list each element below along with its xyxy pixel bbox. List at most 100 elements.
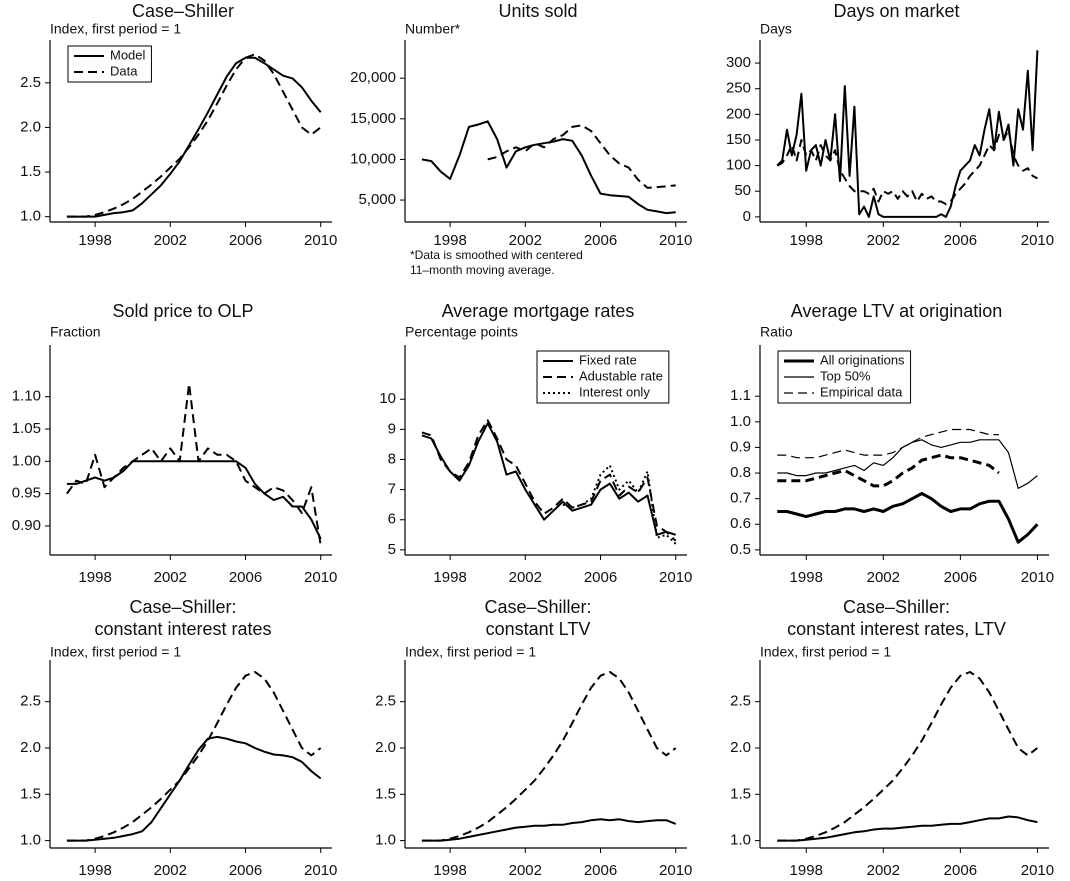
chart-title: Units sold bbox=[498, 1, 577, 21]
x-tick-label: 1998 bbox=[790, 232, 823, 249]
series-line bbox=[421, 818, 677, 842]
y-tick-label: 1.00 bbox=[12, 452, 41, 469]
x-tick-label: 2006 bbox=[229, 569, 262, 586]
x-tick-label: 2010 bbox=[1021, 569, 1054, 586]
x-tick-label: 2002 bbox=[509, 232, 542, 249]
y-tick-label: 1.5 bbox=[20, 163, 41, 180]
series-line bbox=[421, 422, 677, 536]
y-tick-label: 1.0 bbox=[20, 832, 41, 849]
y-tick-label: 1.10 bbox=[12, 388, 41, 405]
y-tick-label: 2.0 bbox=[375, 739, 396, 756]
y-tick-label: 9 bbox=[388, 420, 396, 437]
y-tick-label: 1.1 bbox=[730, 387, 751, 404]
x-tick-label: 2006 bbox=[944, 862, 977, 879]
footnote: *Data is smoothed with centered bbox=[410, 248, 583, 262]
y-tick-label: 2.5 bbox=[20, 74, 41, 91]
chart-title: Case–Shiller: bbox=[484, 597, 591, 617]
x-tick-label: 2006 bbox=[229, 862, 262, 879]
x-tick-label: 1998 bbox=[433, 232, 466, 249]
x-tick-label: 2010 bbox=[304, 232, 337, 249]
y-tick-label: 100 bbox=[726, 157, 751, 174]
axis-unit: Percentage points bbox=[405, 324, 518, 340]
chart-title: constant interest rates, LTV bbox=[787, 619, 1006, 639]
x-tick-label: 2002 bbox=[154, 862, 187, 879]
series-line bbox=[66, 735, 322, 842]
x-tick-label: 2006 bbox=[584, 569, 617, 586]
series-line bbox=[66, 460, 322, 540]
legend-label: All originations bbox=[820, 352, 905, 367]
y-tick-label: 0.6 bbox=[730, 515, 751, 532]
axis-unit: Index, first period = 1 bbox=[760, 644, 891, 660]
chart-title: Average LTV at origination bbox=[791, 301, 1002, 321]
x-tick-label: 2006 bbox=[229, 232, 262, 249]
y-tick-label: 300 bbox=[726, 54, 751, 71]
chart-title: Case–Shiller: bbox=[129, 597, 236, 617]
x-tick-label: 2010 bbox=[1021, 862, 1054, 879]
axis-unit: Index, first period = 1 bbox=[50, 21, 181, 37]
series-line bbox=[487, 124, 676, 189]
y-tick-label: 7 bbox=[388, 481, 396, 498]
x-tick-label: 1998 bbox=[433, 862, 466, 879]
x-tick-label: 2010 bbox=[304, 862, 337, 879]
legend-label: Top 50% bbox=[820, 368, 871, 383]
x-tick-label: 1998 bbox=[78, 232, 111, 249]
y-tick-label: 1.0 bbox=[20, 208, 41, 225]
chart-title: Days on market bbox=[833, 1, 959, 21]
y-tick-label: 0.7 bbox=[730, 490, 751, 507]
x-tick-label: 2002 bbox=[154, 569, 187, 586]
x-tick-label: 2002 bbox=[867, 232, 900, 249]
chart-title: constant interest rates bbox=[94, 619, 271, 639]
series-line bbox=[777, 492, 1039, 544]
y-tick-label: 0.90 bbox=[12, 517, 41, 534]
chart-title: Case–Shiller: bbox=[843, 597, 950, 617]
chart-title: Case–Shiller bbox=[132, 1, 234, 21]
legend-label: Data bbox=[110, 63, 138, 78]
x-tick-label: 2002 bbox=[867, 569, 900, 586]
y-tick-label: 50 bbox=[734, 182, 751, 199]
x-tick-label: 2006 bbox=[944, 569, 977, 586]
series-line bbox=[776, 128, 1038, 206]
series-line bbox=[421, 419, 677, 542]
y-tick-label: 1.5 bbox=[375, 785, 396, 802]
y-tick-label: 8 bbox=[388, 450, 396, 467]
series-line bbox=[421, 120, 676, 215]
y-tick-label: 6 bbox=[388, 511, 396, 528]
y-tick-label: 2.5 bbox=[20, 693, 41, 710]
axis-unit: Number* bbox=[405, 21, 461, 37]
y-tick-label: 200 bbox=[726, 105, 751, 122]
x-tick-label: 2010 bbox=[659, 232, 692, 249]
series-line bbox=[66, 53, 322, 218]
y-tick-label: 2.5 bbox=[375, 693, 396, 710]
x-tick-label: 2002 bbox=[867, 862, 900, 879]
axis-unit: Ratio bbox=[760, 324, 793, 340]
chart-title: Sold price to OLP bbox=[112, 301, 253, 321]
legend-label: Adustable rate bbox=[579, 368, 663, 383]
x-tick-label: 2006 bbox=[584, 232, 617, 249]
series-line bbox=[777, 428, 999, 459]
y-tick-label: 1.5 bbox=[20, 785, 41, 802]
y-tick-label: 5,000 bbox=[358, 191, 396, 208]
x-tick-label: 1998 bbox=[790, 862, 823, 879]
x-tick-label: 1998 bbox=[78, 862, 111, 879]
legend-label: Fixed rate bbox=[579, 352, 637, 367]
y-tick-label: 150 bbox=[726, 131, 751, 148]
series-line bbox=[562, 464, 677, 545]
x-tick-label: 2002 bbox=[509, 862, 542, 879]
series-line bbox=[777, 815, 1038, 842]
series-line bbox=[776, 50, 1039, 218]
x-tick-label: 2006 bbox=[944, 232, 977, 249]
y-tick-label: 1.0 bbox=[730, 413, 751, 430]
axis-unit: Fraction bbox=[50, 324, 101, 340]
series-line bbox=[777, 453, 1000, 488]
x-tick-label: 1998 bbox=[790, 569, 823, 586]
y-tick-label: 0.95 bbox=[12, 485, 41, 502]
axis-unit: Days bbox=[760, 21, 792, 37]
x-tick-label: 2002 bbox=[154, 232, 187, 249]
y-tick-label: 15,000 bbox=[350, 110, 396, 127]
x-tick-label: 1998 bbox=[78, 569, 111, 586]
